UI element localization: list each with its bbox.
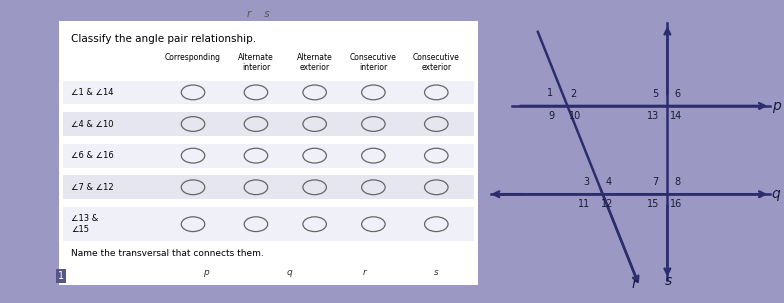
Text: 12: 12 [601,199,613,209]
Text: 13: 13 [647,111,659,121]
Text: ∠13 &
∠15: ∠13 & ∠15 [71,215,99,234]
Text: 4: 4 [605,177,612,187]
Text: Alternate
exterior: Alternate exterior [297,53,332,72]
Text: 7: 7 [652,177,659,187]
Text: r: r [363,268,367,277]
Text: 15: 15 [647,199,659,209]
Text: p: p [771,99,781,113]
Text: 6: 6 [674,89,681,99]
Text: s: s [434,268,439,277]
Text: p: p [203,268,209,277]
Text: ∠4 & ∠10: ∠4 & ∠10 [71,119,114,128]
Text: r    s: r s [248,9,270,19]
Text: 1: 1 [546,88,553,98]
Bar [63,175,474,199]
Text: ∠1 & ∠14: ∠1 & ∠14 [71,88,114,97]
Text: 16: 16 [670,199,682,209]
Text: 14: 14 [670,111,682,121]
Text: 1: 1 [58,271,64,281]
Text: Consecutive
interior: Consecutive interior [350,53,397,72]
Bar [63,112,474,136]
Text: ∠7 & ∠12: ∠7 & ∠12 [71,183,114,192]
Bar [63,81,474,104]
Text: 8: 8 [674,177,681,187]
Text: Alternate
interior: Alternate interior [238,53,274,72]
Text: 5: 5 [652,89,659,99]
Text: Corresponding: Corresponding [165,53,221,62]
Text: 9: 9 [548,111,554,121]
Text: r: r [631,277,637,291]
Bar [63,207,474,241]
Text: 3: 3 [583,177,590,187]
Text: Consecutive
exterior: Consecutive exterior [413,53,459,72]
Text: q: q [771,187,781,201]
Text: Classify the angle pair relationship.: Classify the angle pair relationship. [71,35,256,45]
Text: 2: 2 [570,89,576,99]
Text: Name the transversal that connects them.: Name the transversal that connects them. [71,249,264,258]
Text: ∠6 & ∠16: ∠6 & ∠16 [71,151,114,160]
FancyBboxPatch shape [59,21,478,285]
Bar [63,144,474,168]
Text: s: s [666,274,673,288]
Text: 11: 11 [578,199,590,209]
Text: q: q [287,268,292,277]
Text: 10: 10 [568,111,581,121]
